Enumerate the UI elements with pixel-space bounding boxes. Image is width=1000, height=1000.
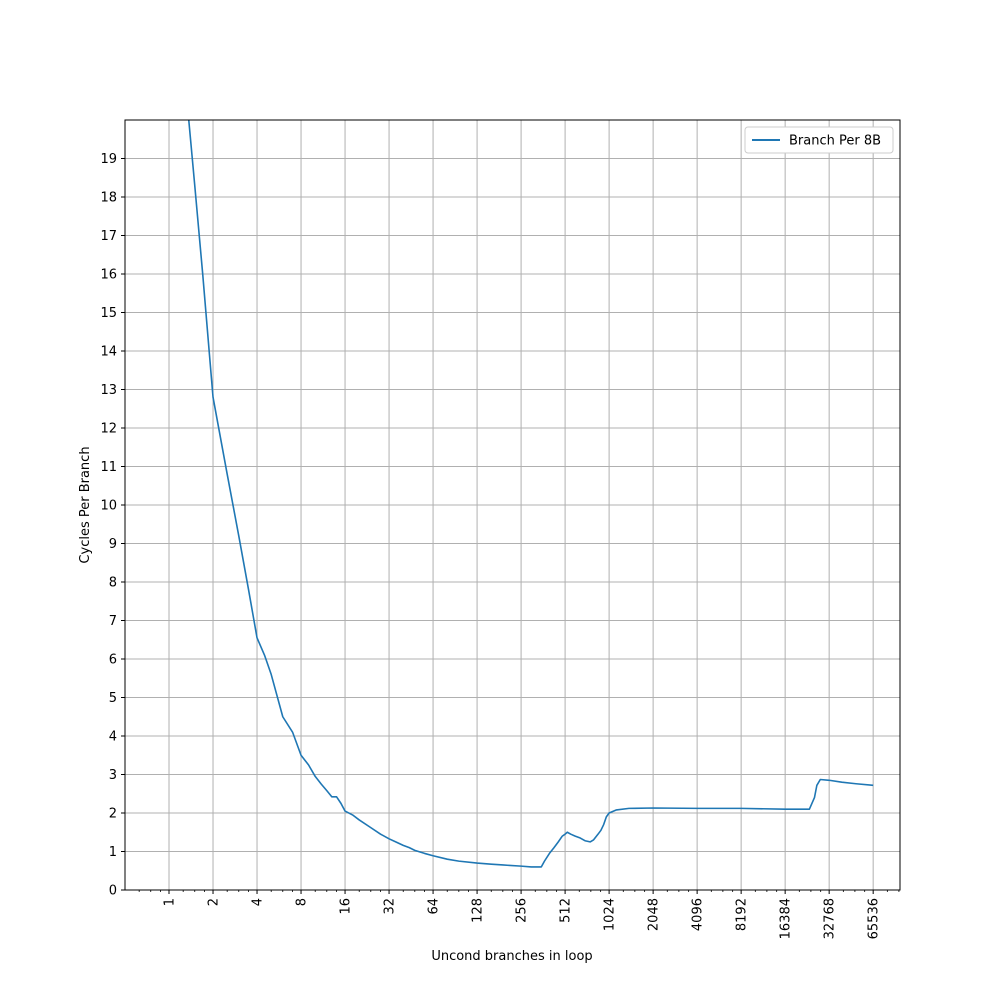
y-tick-label: 12 — [100, 422, 117, 437]
y-axis-title: Cycles Per Branch — [78, 446, 93, 563]
x-tick-label: 128 — [471, 898, 486, 923]
grid-layer — [125, 120, 900, 891]
x-tick-label: 1024 — [603, 898, 618, 931]
y-tick-label: 8 — [109, 576, 117, 591]
y-tick-label: 18 — [100, 191, 117, 206]
x-tick-label: 4 — [251, 898, 266, 906]
x-tick-label: 64 — [427, 898, 442, 915]
y-tick-label: 6 — [109, 653, 117, 668]
x-tick-label: 1 — [163, 898, 178, 906]
y-tick-label: 10 — [100, 499, 117, 514]
x-tick-label: 16384 — [779, 898, 794, 939]
x-tick-label: 16 — [339, 898, 354, 915]
y-tick-label: 15 — [100, 306, 117, 321]
y-tick-label: 4 — [109, 730, 117, 745]
x-tick-label: 32768 — [823, 898, 838, 939]
y-tick-label: 11 — [100, 460, 117, 475]
legend-box — [744, 126, 894, 154]
legend: Branch Per 8B — [744, 126, 894, 154]
x-tick-label: 32 — [383, 898, 398, 915]
x-tick-label: 65536 — [867, 898, 882, 939]
y-tick-label: 1 — [109, 845, 117, 860]
x-tick-label: 8 — [295, 898, 310, 906]
x-tick-label: 256 — [515, 898, 530, 923]
series-line — [187, 120, 874, 868]
y-tick-label: 9 — [109, 537, 117, 552]
y-tick-label: 7 — [109, 614, 117, 629]
y-tick-label: 16 — [100, 268, 117, 283]
y-tick-label: 17 — [100, 229, 117, 244]
y-tick-label: 19 — [100, 152, 117, 167]
x-axis-title: Uncond branches in loop — [431, 949, 592, 964]
y-tick-label: 2 — [109, 807, 117, 822]
y-tick-label: 3 — [109, 768, 117, 783]
legend-label: Branch Per 8B — [789, 134, 881, 149]
y-tick-label: 5 — [109, 691, 117, 706]
x-tick-label: 2 — [207, 898, 222, 906]
series-layer — [187, 120, 874, 868]
x-tick-label: 8192 — [735, 898, 750, 931]
y-tick-label: 0 — [109, 884, 117, 899]
x-tick-label: 2048 — [647, 898, 662, 931]
y-tick-label: 13 — [100, 383, 117, 398]
x-tick-label: 4096 — [691, 898, 706, 931]
y-tick-label: 14 — [100, 345, 117, 360]
x-tick-label: 512 — [559, 898, 574, 923]
